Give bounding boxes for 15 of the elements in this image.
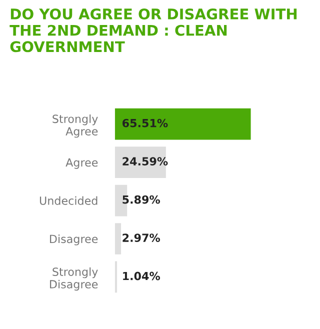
y-tick-label: Strongly Disagree <box>50 267 98 291</box>
data-label: 1.04% <box>123 272 160 280</box>
data-label: 2.97% <box>122 234 160 242</box>
y-tick-label: Agree <box>66 158 98 169</box>
bar <box>114 223 122 254</box>
data-label: 65.51% <box>122 118 168 128</box>
bar <box>114 146 166 178</box>
y-tick-label: Undecided <box>40 196 98 205</box>
y-tick-label: Disagree <box>50 234 98 246</box>
bar <box>114 261 118 293</box>
data-label: 24.59% <box>122 157 168 166</box>
bar <box>114 108 251 140</box>
y-tick-label: Strongly Agree <box>52 114 98 138</box>
chart-title: DO YOU AGREE OR DISAGREE WITH THE 2ND DEMAND : CLEAN GOVERNMENT <box>10 8 297 52</box>
data-label: 5.89% <box>122 195 160 204</box>
